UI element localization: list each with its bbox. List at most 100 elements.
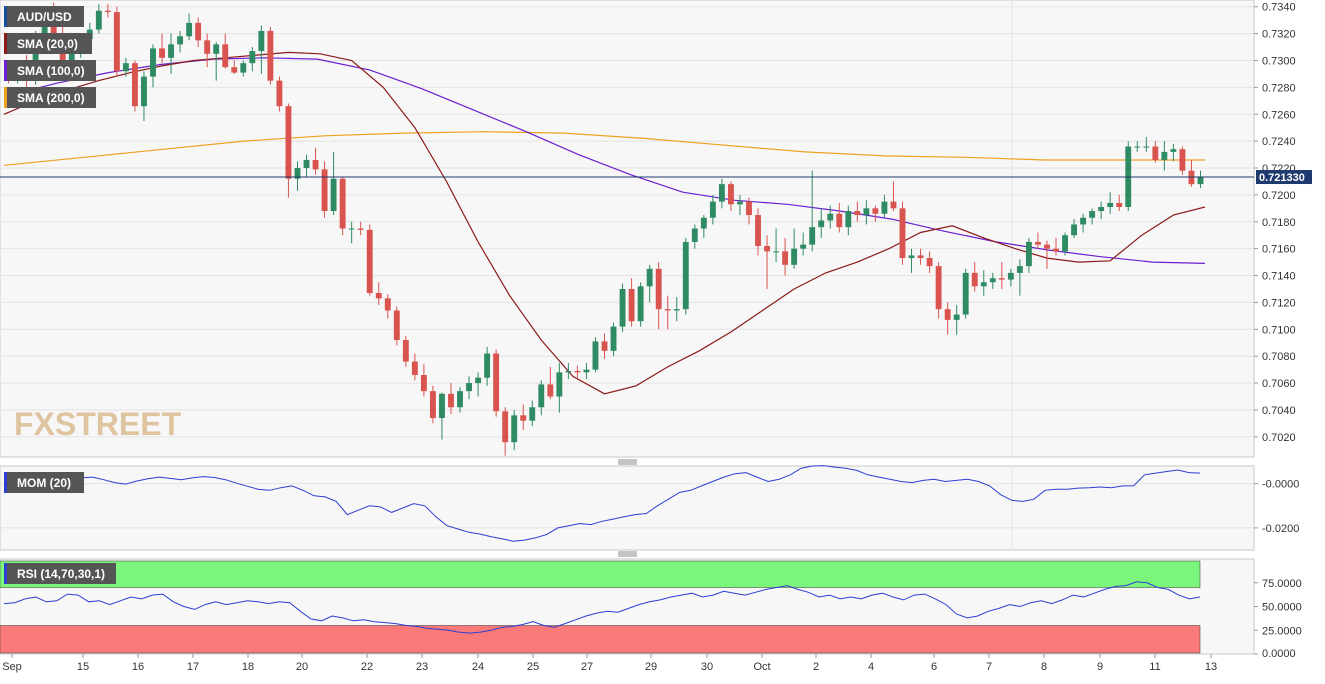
candle[interactable]	[592, 337, 599, 373]
candle[interactable]	[637, 282, 644, 327]
candle[interactable]	[773, 228, 780, 263]
candle[interactable]	[827, 205, 834, 229]
candle[interactable]	[312, 147, 319, 175]
candle[interactable]	[727, 181, 734, 212]
candle[interactable]	[655, 262, 662, 330]
candle[interactable]	[1125, 141, 1132, 212]
candle[interactable]	[141, 71, 147, 121]
candle[interactable]	[231, 60, 238, 74]
candle[interactable]	[908, 248, 915, 273]
candle[interactable]	[1062, 232, 1068, 256]
candle[interactable]	[1107, 192, 1114, 214]
legend-sma200[interactable]: SMA (200,0)	[4, 87, 96, 108]
candle[interactable]	[384, 294, 391, 319]
candle[interactable]	[764, 235, 770, 289]
candle[interactable]	[809, 170, 816, 252]
candle[interactable]	[104, 4, 111, 18]
candle[interactable]	[664, 295, 671, 330]
candle[interactable]	[872, 205, 879, 222]
candle[interactable]	[556, 362, 563, 413]
legend-sma100[interactable]: SMA (100,0)	[4, 60, 96, 81]
candle[interactable]	[168, 33, 174, 74]
candle[interactable]	[746, 197, 752, 225]
candle[interactable]	[619, 283, 626, 332]
candle[interactable]	[1143, 137, 1150, 152]
momentum-panel[interactable]: -0.0000 -0.0200 MOM (20)	[0, 465, 1299, 551]
candle[interactable]	[953, 305, 960, 335]
candles[interactable]	[5, 2, 1204, 456]
candle[interactable]	[439, 392, 445, 440]
candle[interactable]	[1044, 240, 1050, 269]
candle[interactable]	[1007, 268, 1014, 287]
candle[interactable]	[1025, 237, 1032, 273]
candle[interactable]	[411, 353, 418, 381]
candle[interactable]	[1089, 208, 1096, 225]
candle[interactable]	[574, 365, 581, 378]
candle[interactable]	[267, 26, 274, 85]
candle[interactable]	[791, 228, 798, 269]
candle[interactable]	[601, 333, 608, 359]
candle[interactable]	[511, 409, 518, 451]
candle[interactable]	[917, 248, 924, 265]
candle[interactable]	[375, 282, 382, 306]
candle[interactable]	[673, 297, 680, 322]
candle[interactable]	[1016, 259, 1023, 296]
candle[interactable]	[782, 237, 789, 276]
candle[interactable]	[854, 201, 861, 222]
candle[interactable]	[935, 262, 942, 319]
candle[interactable]	[95, 4, 102, 34]
candle[interactable]	[393, 306, 400, 346]
candle[interactable]	[357, 221, 364, 236]
candle[interactable]	[682, 237, 689, 315]
candle[interactable]	[980, 270, 987, 296]
legend-mom[interactable]: MOM (20)	[4, 472, 84, 493]
legend-rsi[interactable]: RSI (14,70,30,1)	[4, 563, 116, 584]
legend-sma20[interactable]: SMA (20,0)	[4, 33, 92, 54]
candle[interactable]	[303, 154, 310, 178]
candle[interactable]	[818, 208, 825, 238]
candle[interactable]	[213, 41, 220, 81]
candle[interactable]	[1170, 143, 1177, 162]
candle[interactable]	[330, 151, 337, 216]
candle[interactable]	[1152, 141, 1159, 163]
candle[interactable]	[691, 224, 698, 249]
candle[interactable]	[962, 268, 969, 319]
candle[interactable]	[159, 33, 165, 64]
panel-splitter-mom[interactable]	[618, 459, 637, 465]
candle[interactable]	[502, 407, 509, 456]
candle[interactable]	[1197, 170, 1204, 189]
candle[interactable]	[177, 30, 184, 53]
candle[interactable]	[1053, 237, 1059, 256]
candle[interactable]	[610, 322, 617, 357]
candle[interactable]	[222, 33, 229, 69]
candle[interactable]	[520, 404, 527, 431]
legend-symbol[interactable]: AUD/USD	[4, 6, 84, 27]
candle[interactable]	[565, 362, 572, 380]
candle[interactable]	[718, 178, 725, 209]
candle[interactable]	[836, 202, 843, 233]
candle[interactable]	[1035, 232, 1041, 249]
candle[interactable]	[420, 364, 427, 397]
candle[interactable]	[150, 44, 156, 88]
candle[interactable]	[113, 6, 120, 77]
candle[interactable]	[899, 201, 906, 265]
candle[interactable]	[989, 272, 996, 289]
candle[interactable]	[863, 200, 870, 225]
candle[interactable]	[321, 161, 328, 218]
candle[interactable]	[294, 161, 301, 191]
candle[interactable]	[339, 177, 346, 236]
candle[interactable]	[475, 372, 482, 397]
candle[interactable]	[429, 385, 436, 424]
candle[interactable]	[547, 366, 554, 400]
candle[interactable]	[1098, 201, 1105, 220]
candle[interactable]	[583, 362, 590, 380]
candle[interactable]	[249, 47, 256, 72]
candle[interactable]	[1161, 141, 1168, 171]
candle[interactable]	[448, 383, 454, 414]
candle[interactable]	[240, 60, 247, 77]
candle[interactable]	[366, 224, 373, 296]
candle[interactable]	[755, 208, 761, 256]
candle[interactable]	[628, 278, 635, 327]
candle[interactable]	[998, 262, 1005, 289]
